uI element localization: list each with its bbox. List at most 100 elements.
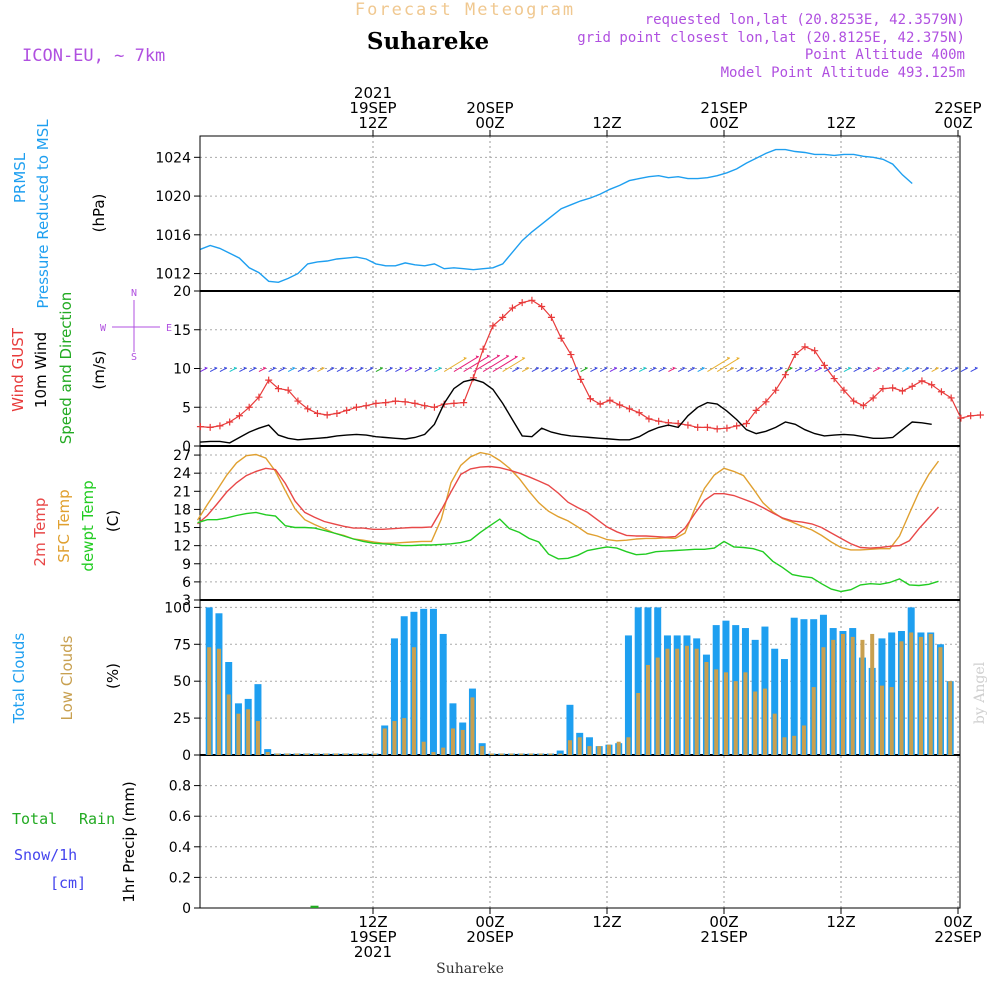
total-cloud-bar bbox=[556, 750, 564, 755]
total-clouds-label: Total Clouds bbox=[10, 633, 28, 725]
y-tick-label: 0 bbox=[182, 748, 191, 764]
wind-arrowhead bbox=[672, 366, 676, 370]
wind-arrowhead bbox=[877, 366, 881, 370]
gust-marker bbox=[703, 423, 711, 431]
bottom-axis-label: 00Z bbox=[709, 913, 738, 931]
low-cloud-bar bbox=[226, 694, 231, 755]
y-tick-label: 20 bbox=[173, 284, 191, 300]
low-cloud-bar bbox=[606, 744, 611, 755]
wind-line bbox=[200, 378, 932, 444]
bottom-axis-label: 12Z bbox=[592, 913, 621, 931]
gust-marker bbox=[918, 377, 926, 385]
low-cloud-bar bbox=[840, 633, 845, 755]
wind-arrowhead bbox=[955, 366, 959, 370]
gust-marker bbox=[226, 418, 234, 426]
gust-marker bbox=[391, 397, 399, 405]
y-tick-label: 0 bbox=[182, 439, 191, 455]
bottom-axis-label: 22SEP bbox=[934, 928, 981, 946]
wind-arrowhead bbox=[282, 366, 286, 370]
low-cloud-bar bbox=[597, 746, 602, 755]
wind-arrowhead bbox=[701, 366, 705, 370]
wind-arrowhead bbox=[604, 366, 608, 370]
chart-content: 1012101610201024051015203691215182124270… bbox=[155, 84, 984, 961]
gust-marker bbox=[304, 405, 312, 413]
wind-arrowhead bbox=[253, 366, 257, 370]
y-tick-label: 0.6 bbox=[169, 809, 191, 825]
y-tick-label: 1012 bbox=[155, 267, 191, 283]
wind-arrowhead bbox=[331, 366, 335, 370]
gust-marker bbox=[967, 412, 975, 420]
y-tick-label: 1016 bbox=[155, 228, 191, 244]
wind-dir-label: Speed and Direction bbox=[57, 292, 75, 445]
gust-marker bbox=[528, 296, 536, 304]
rain-bar bbox=[310, 905, 319, 908]
wind-labels: Wind GUST 10m Wind Speed and Direction (… bbox=[9, 288, 172, 444]
low-cloud-bar bbox=[538, 753, 543, 755]
wind-arrowhead bbox=[945, 366, 949, 370]
gust-marker bbox=[596, 400, 604, 408]
low-cloud-bar bbox=[675, 648, 680, 755]
wind-arrowhead bbox=[662, 366, 666, 370]
wind-arrowhead bbox=[740, 366, 744, 370]
low-cloud-bar bbox=[909, 632, 914, 755]
low-cloud-bar bbox=[489, 753, 494, 755]
wind-arrowhead bbox=[760, 366, 764, 370]
wind-arrowhead bbox=[565, 366, 569, 370]
time-grid bbox=[372, 136, 959, 908]
wind-arrowhead bbox=[750, 366, 754, 370]
wind-arrowhead bbox=[350, 366, 354, 370]
wind-arrow bbox=[443, 357, 467, 373]
low-cloud-bar bbox=[762, 688, 767, 755]
y-tick-label: 75 bbox=[173, 637, 191, 653]
wind-arrowhead bbox=[516, 366, 520, 370]
low-cloud-bar bbox=[470, 697, 475, 755]
wind-unit-label: (m/s) bbox=[90, 350, 108, 389]
wind-arrowhead bbox=[545, 366, 549, 370]
wind-arrowhead bbox=[535, 366, 539, 370]
gust-marker bbox=[791, 351, 799, 359]
wind-arrowhead bbox=[935, 366, 939, 370]
y-tick-label: 0.2 bbox=[169, 870, 191, 886]
pressure-labels: PRMSL Pressure Reduced to MSL (hPa) bbox=[11, 119, 108, 309]
gust-marker bbox=[216, 422, 224, 430]
low-cloud-bar bbox=[899, 641, 904, 755]
wind-arrowhead bbox=[838, 366, 842, 370]
wind-arrowhead bbox=[799, 366, 803, 370]
wind-arrowhead bbox=[379, 366, 383, 370]
wind-direction-arrows bbox=[200, 354, 978, 373]
low-cloud-bar bbox=[626, 737, 631, 755]
gust-marker bbox=[723, 424, 731, 432]
y-tick-label: 12 bbox=[173, 539, 191, 555]
gust-marker bbox=[430, 403, 438, 411]
gust-marker bbox=[625, 405, 633, 413]
y-tick-label: 10 bbox=[173, 362, 191, 378]
wind-arrowhead bbox=[847, 366, 851, 370]
gust-marker bbox=[850, 397, 858, 405]
low-cloud-bar bbox=[753, 691, 758, 755]
gust-marker bbox=[294, 397, 302, 405]
low-cloud-bar bbox=[499, 753, 504, 755]
low-cloud-bar bbox=[353, 753, 358, 755]
gust-marker bbox=[781, 371, 789, 379]
header-model: ICON-EU, ~ 7km bbox=[22, 46, 165, 66]
wind-10m-label: 10m Wind bbox=[32, 332, 50, 408]
low-cloud-bar bbox=[850, 636, 855, 755]
wind-arrowhead bbox=[574, 366, 578, 370]
wind-arrowhead bbox=[867, 366, 871, 370]
total-cloud-bar bbox=[420, 608, 428, 755]
low-cloud-bar bbox=[694, 648, 699, 755]
gust-marker bbox=[606, 396, 614, 404]
gust-marker bbox=[859, 402, 867, 410]
panel-pressure-reduced-to-msl: 1012 1016 1020 1024 bbox=[155, 135, 961, 292]
header-location: Suhareke bbox=[367, 28, 489, 55]
total-cloud-bar bbox=[624, 635, 632, 755]
wind-arrowhead bbox=[779, 366, 783, 370]
wind-arrow bbox=[502, 357, 526, 373]
gust-marker bbox=[460, 399, 468, 407]
pressure-unit-label: (hPa) bbox=[90, 194, 108, 233]
wind-arrowhead bbox=[555, 366, 559, 370]
bottom-axis-label: 20SEP bbox=[466, 928, 513, 946]
top-axis-label: 12Z bbox=[592, 114, 621, 132]
gust-markers bbox=[196, 296, 984, 433]
